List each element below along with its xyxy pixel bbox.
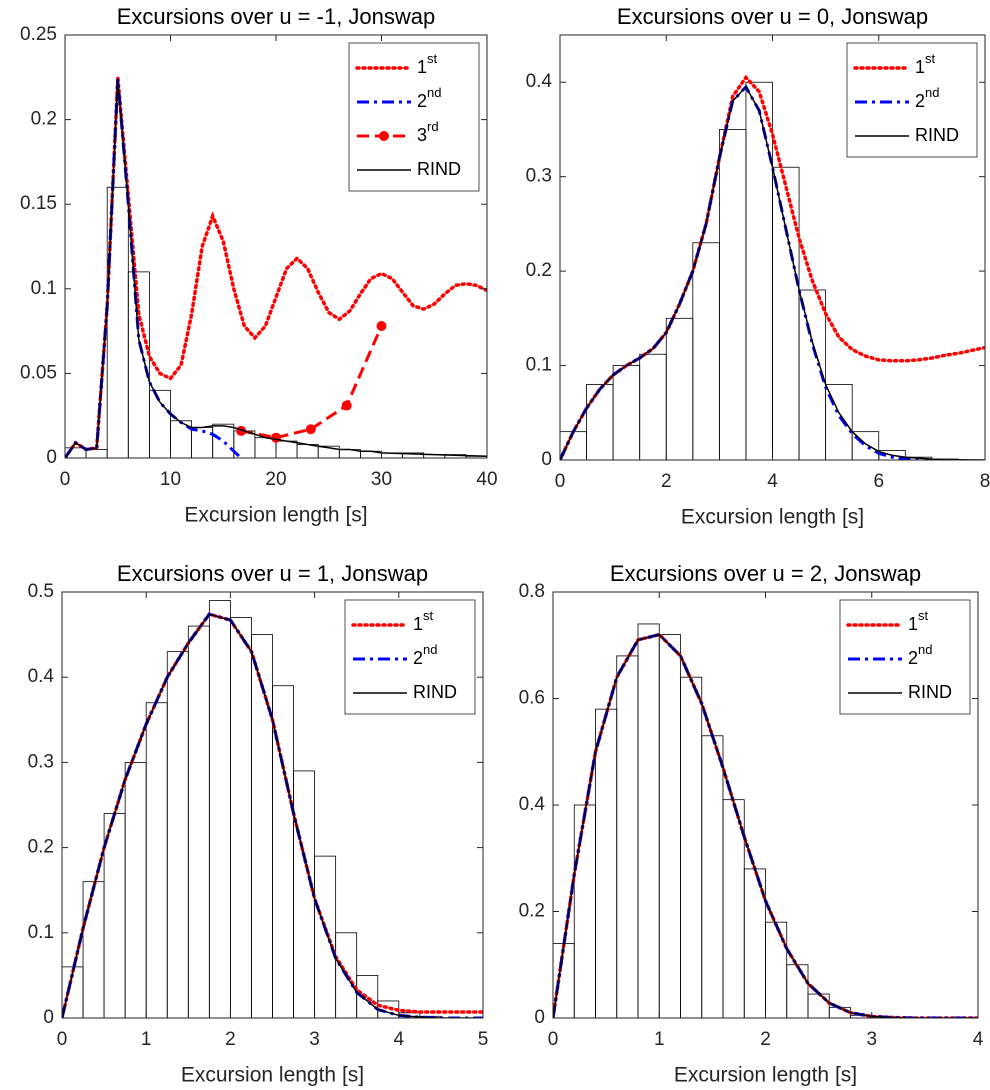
x-tick-label: 0: [60, 469, 71, 490]
y-tick-label: 0: [541, 449, 552, 470]
y-tick-label: 0: [46, 447, 57, 468]
y-tick-label: 0.3: [28, 751, 54, 772]
y-tick-label: 0.1: [28, 922, 54, 943]
x-axis-label: Excursion length [s]: [181, 1064, 364, 1087]
y-tick-label: 0: [43, 1007, 54, 1028]
marker: [305, 424, 316, 435]
y-tick-label: 0.4: [526, 71, 553, 92]
legend-marker: [379, 131, 389, 141]
chart-title: Excursions over u = 0, Jonswap: [617, 4, 928, 29]
axes-box: [61, 591, 484, 1019]
x-tick-label: 2: [661, 471, 672, 492]
x-tick-label: 40: [476, 469, 497, 490]
x-tick-label: 1: [654, 1029, 665, 1050]
marker: [341, 400, 352, 411]
panel: 0 2 4 6 8 0 0.1 0.2 0.3 0.4 Excursions over u = 0,…: [526, 4, 990, 529]
histogram-bin: [356, 975, 379, 1018]
y-tick-label: 0.1: [526, 355, 552, 376]
y-tick-label: 0.1: [31, 278, 57, 299]
legend: 1st 2nd RIND: [839, 599, 971, 715]
legend-box: [846, 42, 978, 158]
x-tick-label: 2: [225, 1029, 236, 1050]
x-tick-label: 1: [141, 1029, 152, 1050]
x-tick-label: 0: [555, 471, 566, 492]
x-axis-label: Excursion length [s]: [681, 506, 864, 529]
x-tick-label: 30: [371, 469, 392, 490]
legend-label: 1st: [915, 51, 936, 76]
x-tick-label: 3: [309, 1029, 320, 1050]
legend-label: 1st: [417, 51, 438, 76]
histogram-bin: [825, 384, 853, 460]
legend: 1st 2nd 3rd RIND: [348, 42, 480, 192]
chart-title: Excursions over u = 2, Jonswap: [610, 561, 921, 586]
histogram-bin: [798, 289, 827, 460]
marker: [376, 321, 387, 332]
y-tick-label: 0.2: [519, 901, 545, 922]
chart-title: Excursions over u = -1, Jonswap: [117, 4, 436, 29]
x-tick-label: 20: [265, 469, 286, 490]
x-tick-label: 5: [478, 1029, 489, 1050]
legend-label: 2nd: [413, 642, 437, 667]
panel: 0 10 20 30 40 0 0.05 0.1 0.15 0.2 0.25 Excursions o…: [20, 4, 498, 527]
series-line: [65, 78, 487, 458]
y-tick-label: 0.4: [28, 666, 55, 687]
y-tick-label: 0.4: [519, 794, 546, 815]
x-tick-label: 0: [548, 1029, 559, 1050]
x-axis-label: Excursion length [s]: [184, 504, 367, 527]
x-tick-label: 3: [866, 1029, 877, 1050]
legend-label: RIND: [908, 682, 952, 702]
x-tick-label: 8: [980, 471, 990, 492]
legend-label: 2nd: [908, 642, 932, 667]
legend: 1st 2nd RIND: [846, 42, 978, 158]
y-tick-label: 0.5: [28, 581, 54, 602]
y-tick-label: 0.6: [519, 688, 545, 709]
histogram-bin: [127, 271, 150, 458]
marker: [271, 432, 281, 443]
y-tick-label: 0.8: [519, 581, 545, 602]
series-line: [65, 77, 487, 458]
legend-label: RIND: [915, 125, 959, 145]
y-tick-label: 0.2: [526, 260, 552, 281]
legend-label: 1st: [413, 608, 434, 633]
y-tick-label: 0.15: [20, 193, 57, 214]
plot-area: [560, 74, 985, 460]
y-tick-label: 0.3: [526, 166, 552, 187]
x-tick-label: 2: [760, 1029, 771, 1050]
x-axis-label: Excursion length [s]: [674, 1064, 857, 1087]
panel: 0 1 2 3 4 5 0 0.1 0.2 0.3 0.4 0.5 Excursions over u …: [28, 561, 489, 1087]
y-tick-label: 0.2: [31, 109, 57, 130]
panel: 0 1 2 3 4 0 0.2 0.4 0.6 0.8 Excursions over u = 2,…: [519, 561, 984, 1087]
x-tick-label: 0: [57, 1029, 68, 1050]
x-tick-label: 4: [394, 1029, 405, 1050]
plot-area: [65, 77, 487, 458]
series-line: [62, 613, 483, 1018]
legend-box: [344, 599, 476, 715]
legend: 1st 2nd RIND: [344, 599, 476, 715]
legend-label: 2nd: [915, 85, 939, 110]
x-tick-label: 4: [973, 1029, 984, 1050]
chart-title: Excursions over u = 1, Jonswap: [117, 561, 428, 586]
y-tick-label: 0.2: [28, 837, 54, 858]
x-tick-label: 4: [767, 471, 778, 492]
series-line: [560, 85, 985, 460]
y-tick-label: 0: [534, 1007, 545, 1028]
legend-label: 3rd: [417, 119, 439, 144]
y-tick-label: 0.05: [20, 362, 57, 383]
x-tick-label: 10: [160, 469, 181, 490]
legend-label: RIND: [413, 682, 457, 702]
y-tick-label: 0.25: [20, 24, 57, 45]
legend-label: RIND: [417, 159, 461, 179]
legend-label: 2nd: [417, 85, 441, 110]
legend-label: 1st: [908, 608, 929, 633]
legend-box: [839, 599, 971, 715]
x-tick-label: 6: [873, 471, 884, 492]
series-line: [240, 325, 383, 440]
